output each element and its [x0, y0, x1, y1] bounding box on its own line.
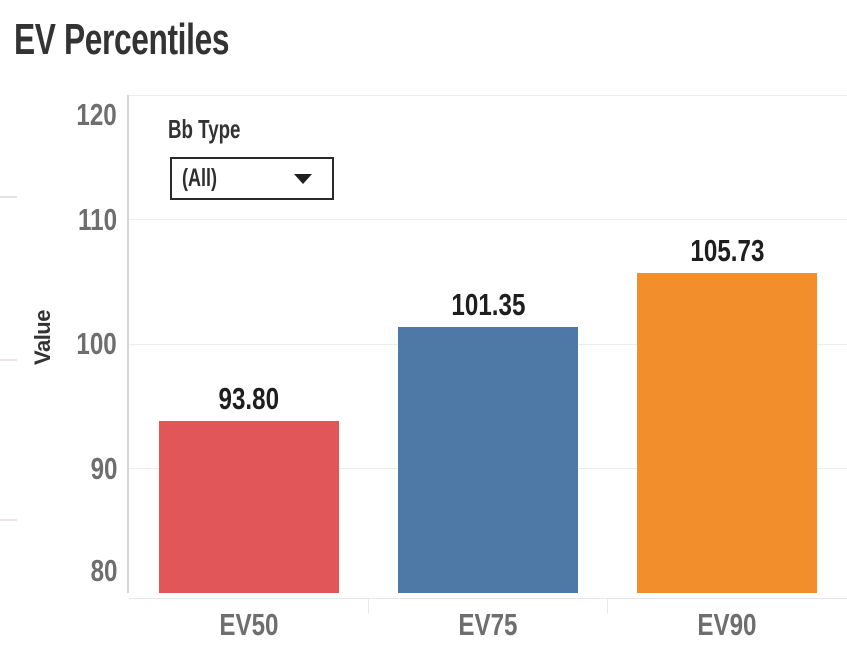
bar-value-label: 105.73: [690, 232, 765, 268]
y-axis-line: [127, 95, 129, 593]
bar-value-label: 93.80: [218, 381, 279, 417]
x-tick-label: EV75: [458, 607, 518, 642]
gridline: [129, 94, 847, 96]
chevron-down-icon: [294, 174, 312, 184]
page-title: EV Percentiles: [14, 16, 313, 64]
x-tick-label: EV50: [219, 607, 279, 642]
y-tick-label: 110: [77, 201, 117, 237]
y-tick-label: 90: [90, 450, 117, 486]
bar-ev75[interactable]: [398, 327, 578, 593]
bar-ev90[interactable]: [637, 272, 818, 593]
y-tick-label: 100: [76, 326, 117, 361]
bar-value-label: 101.35: [451, 287, 525, 323]
filter-label-text: Bb Type: [168, 114, 241, 144]
x-tick-label: EV90: [697, 607, 757, 642]
gridline: [129, 219, 847, 220]
page-title-text: EV Percentiles: [14, 15, 230, 64]
bar-ev50[interactable]: [158, 421, 339, 593]
pane-bottom-border: [129, 598, 847, 599]
y-tick-label: 80: [90, 553, 117, 588]
filter-label: Bb Type: [168, 113, 269, 145]
dropdown-selected-value: (All): [182, 164, 217, 192]
cropped-gridline-stub: [0, 519, 17, 521]
cropped-gridline-stub: [0, 196, 17, 198]
cropped-gridline-stub: [0, 359, 17, 361]
bb-type-dropdown[interactable]: (All): [170, 157, 334, 200]
pane-divider: [607, 599, 608, 614]
y-tick-label: 120: [76, 97, 117, 132]
pane-divider: [368, 599, 369, 614]
